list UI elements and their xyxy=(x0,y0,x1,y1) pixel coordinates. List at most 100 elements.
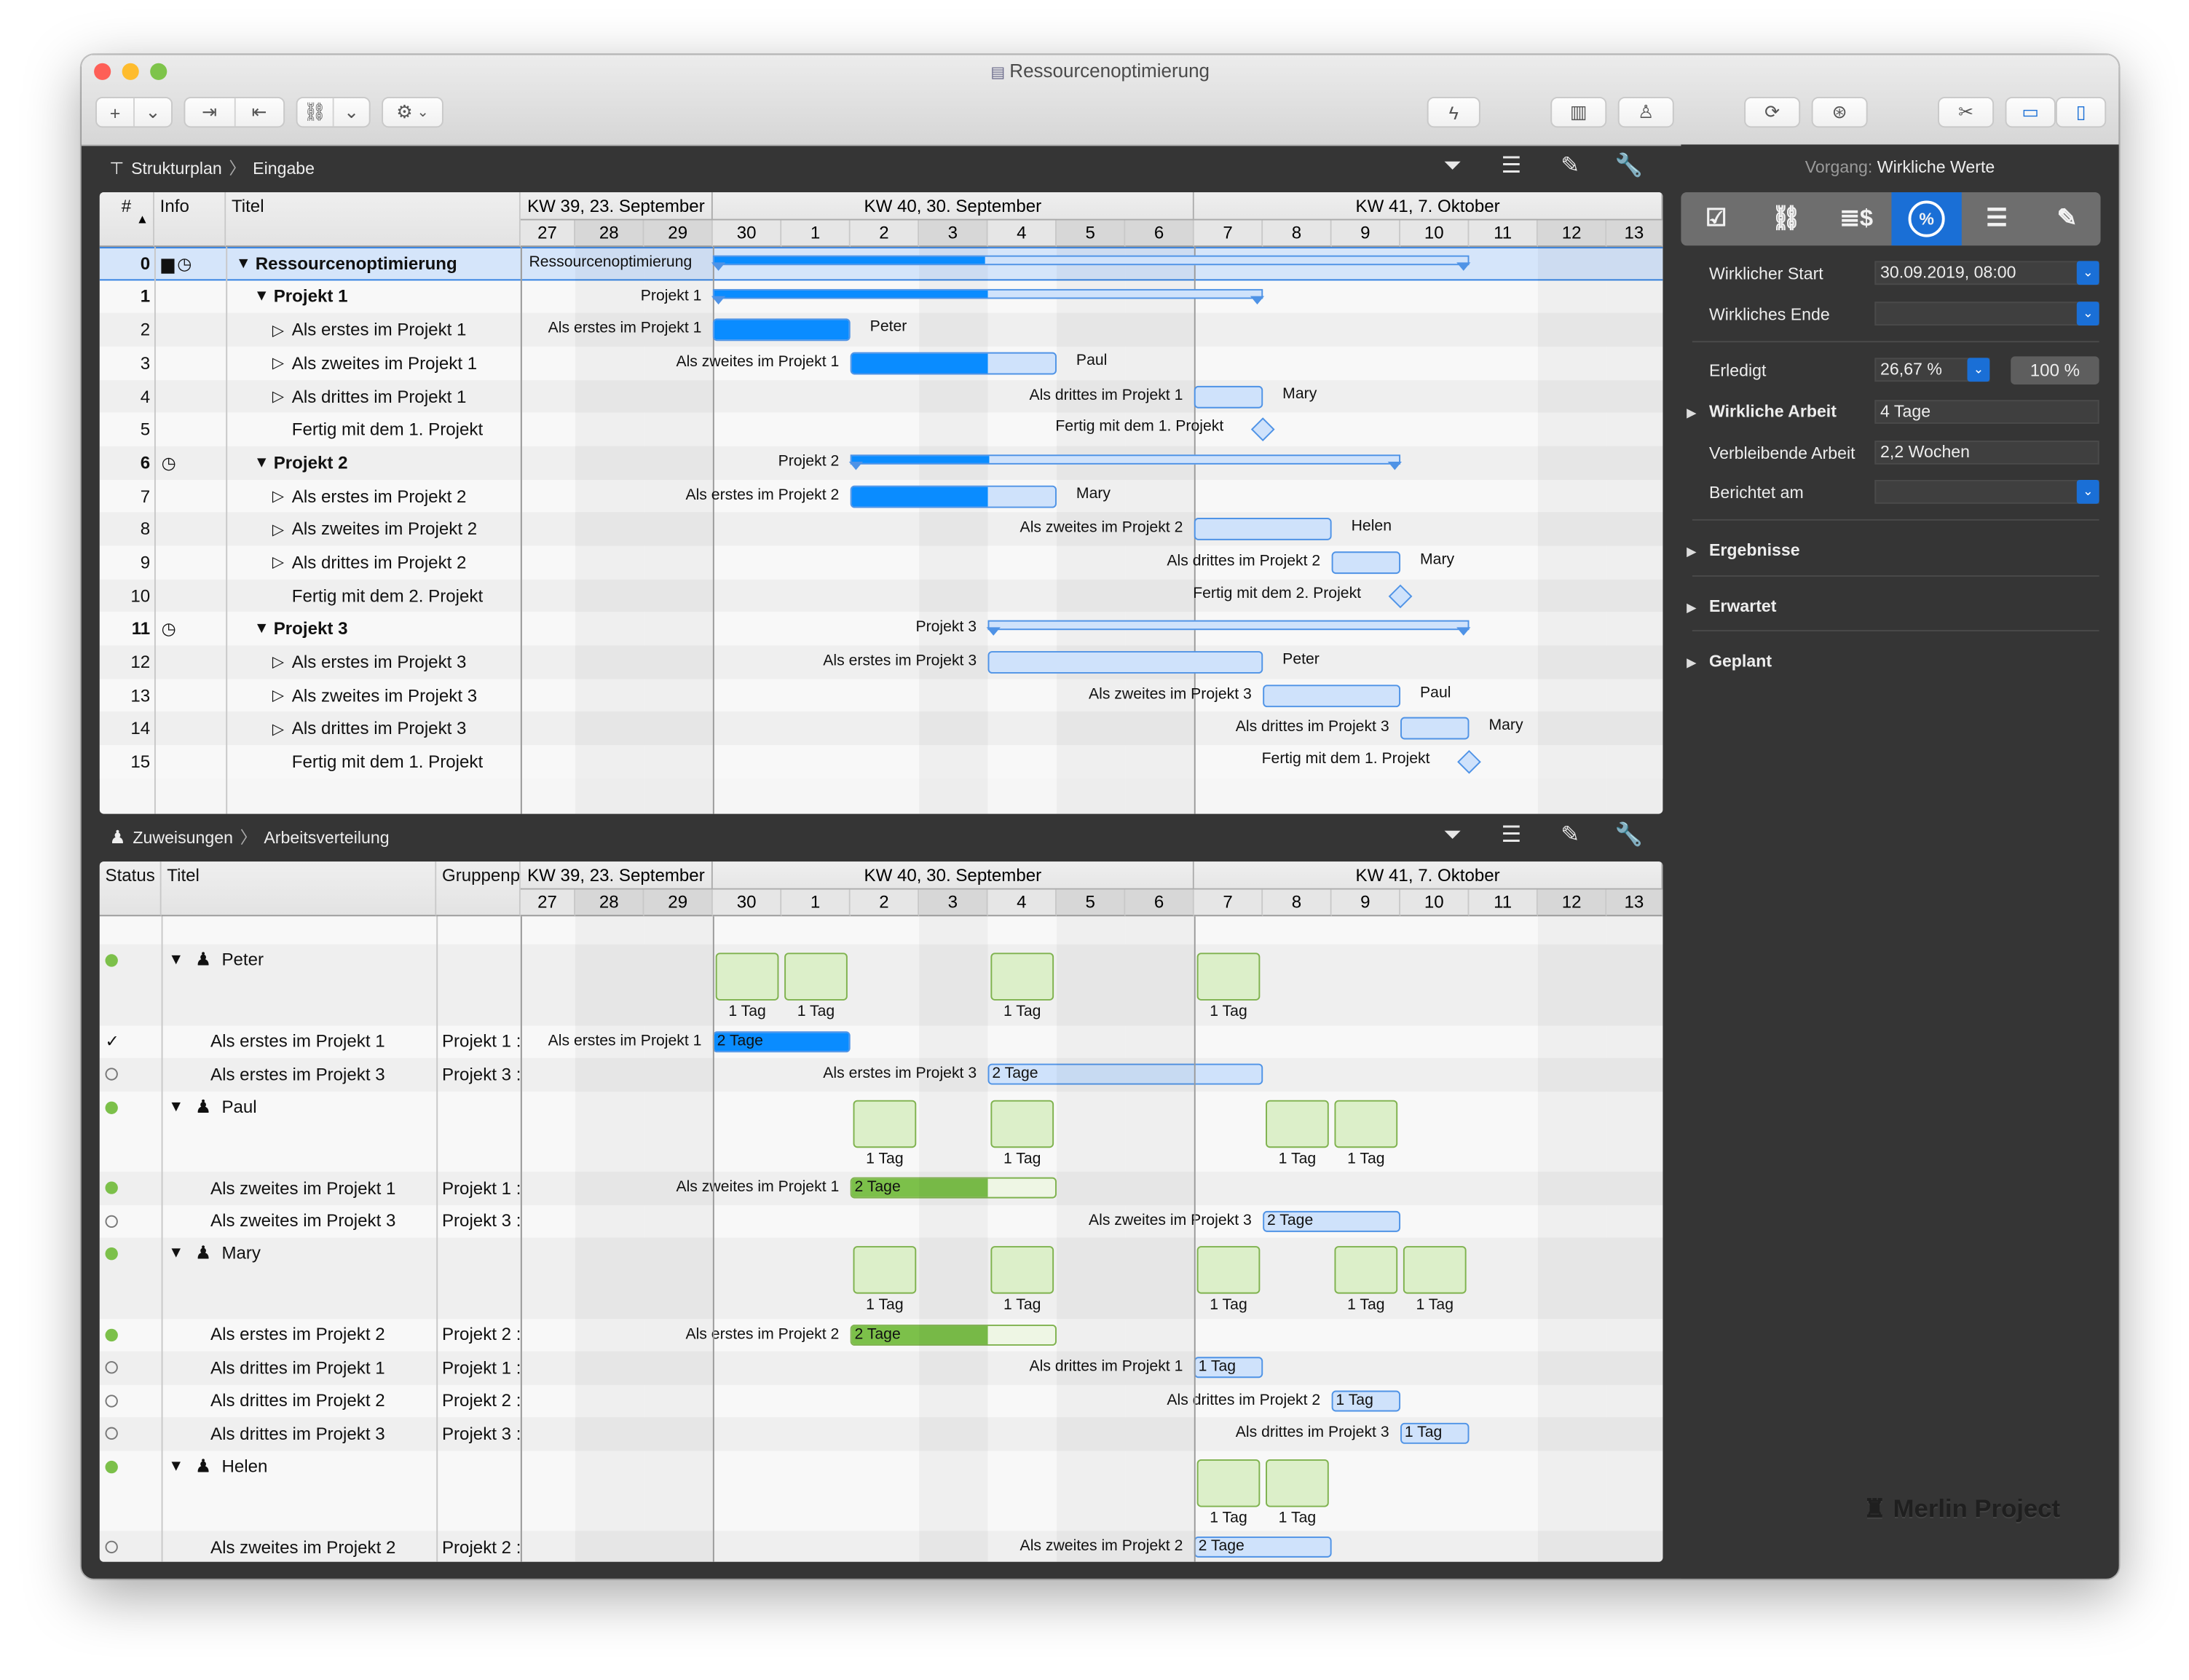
task-title[interactable]: Projekt 1 xyxy=(273,287,348,307)
assignment-title[interactable]: Als drittes im Projekt 1 xyxy=(210,1357,385,1378)
task-title[interactable]: Als drittes im Projekt 1 xyxy=(291,386,467,406)
task-title[interactable]: Als erstes im Projekt 1 xyxy=(291,320,467,340)
plan-row[interactable]: 6 ◷ ▼ Projekt 2 xyxy=(99,446,1663,480)
task-title[interactable]: Als drittes im Projekt 2 xyxy=(291,552,467,572)
library-button[interactable]: ▥ xyxy=(1550,96,1607,128)
link-button[interactable]: ⛓ xyxy=(298,98,334,127)
assignment-title[interactable]: Als drittes im Projekt 3 xyxy=(210,1424,385,1444)
summary-bar[interactable] xyxy=(850,454,1401,465)
assignment-title[interactable]: Als erstes im Projekt 2 xyxy=(210,1325,385,1345)
plan-row[interactable]: 9 ▷ Als drittes im Projekt 2 xyxy=(99,545,1663,580)
assignment-row[interactable]: Als drittes im Projekt 3 Projekt 3 : 1 Tag… xyxy=(99,1417,1663,1451)
task-bar[interactable] xyxy=(1400,717,1470,741)
assignment-bar[interactable]: 2 Tage xyxy=(1194,1536,1332,1558)
inspector-tab[interactable]: ✎ xyxy=(2032,192,2100,245)
workload-block[interactable] xyxy=(1266,1459,1329,1507)
workload-block[interactable] xyxy=(715,953,779,1001)
brush-icon[interactable]: ✎ xyxy=(1561,824,1580,848)
task-title[interactable]: Fertig mit dem 2. Projekt xyxy=(291,585,484,606)
assignment-bar[interactable]: 2 Tage xyxy=(850,1177,1057,1199)
workload-block[interactable] xyxy=(1196,953,1261,1001)
disclosure-closed-icon[interactable]: ▷ xyxy=(272,322,285,339)
column-header-title[interactable]: Titel xyxy=(226,192,521,248)
chevron-down-icon[interactable]: ⌄ xyxy=(2076,261,2099,285)
disclosure-open-icon[interactable]: ▼ xyxy=(168,1097,184,1115)
plan-row[interactable]: 8 ▷ Als zweites im Projekt 2 xyxy=(99,513,1663,546)
resource-group-row[interactable]: ▼ ♟ Mary 1 Tag 1 Tag 1 Tag 1 Tag 1 Tag xyxy=(99,1237,1663,1319)
resource-name[interactable]: Peter xyxy=(221,950,264,970)
disclosure-closed-icon[interactable]: ▷ xyxy=(272,720,285,738)
task-bar[interactable] xyxy=(1263,684,1401,707)
add-menu-button[interactable]: ⌄ xyxy=(135,98,171,127)
minimize-window-button[interactable] xyxy=(122,63,139,80)
zoom-window-button[interactable] xyxy=(150,63,167,80)
chevron-down-icon[interactable]: ⌄ xyxy=(1967,358,1990,382)
refresh-button[interactable]: ⟳ xyxy=(1744,96,1801,128)
resources-button[interactable]: ♙ xyxy=(1617,96,1674,128)
align-icon[interactable]: ☰ xyxy=(1501,154,1522,178)
lightning-button[interactable]: ϟ xyxy=(1427,96,1480,128)
breadcrumb-item[interactable]: Arbeitsverteilung xyxy=(264,827,390,847)
workload-block[interactable] xyxy=(990,1099,1054,1148)
column-header-group[interactable]: Gruppenp xyxy=(436,861,521,917)
task-bar[interactable] xyxy=(987,651,1263,674)
assignment-title[interactable]: Als zweites im Projekt 2 xyxy=(210,1537,396,1558)
task-title[interactable]: Fertig mit dem 1. Projekt xyxy=(291,419,484,440)
section-erwartet[interactable]: Erwartet xyxy=(1708,596,1777,616)
workload-block[interactable] xyxy=(1196,1246,1261,1294)
compass-button[interactable]: ⊛ xyxy=(1811,96,1868,128)
assignment-title[interactable]: Als erstes im Projekt 1 xyxy=(210,1031,385,1052)
inspector-tab[interactable]: ⛓ xyxy=(1751,192,1821,245)
workload-block[interactable] xyxy=(853,1246,917,1294)
assignment-title[interactable]: Als zweites im Projekt 1 xyxy=(210,1178,396,1199)
disclosure-closed-icon[interactable]: ▷ xyxy=(272,488,285,505)
task-title[interactable]: Als zweites im Projekt 3 xyxy=(291,685,478,706)
task-bar[interactable] xyxy=(1331,551,1401,575)
done-100-button[interactable]: 100 % xyxy=(2011,356,2099,384)
plan-row[interactable]: 10 Fertig mit dem 2. Projekt xyxy=(99,579,1663,612)
resource-group-row[interactable]: ▼ ♟ Peter 1 Tag 1 Tag 1 Tag 1 Tag xyxy=(99,944,1663,1025)
inspector-tab[interactable]: % xyxy=(1891,192,1962,246)
disclosure-open-icon[interactable]: ▼ xyxy=(235,255,251,272)
chevron-down-icon[interactable]: ⌄ xyxy=(2076,479,2099,504)
workload-block[interactable] xyxy=(990,953,1054,1001)
sort-ascending-icon[interactable]: ▲ xyxy=(135,211,149,226)
actual-end-field[interactable]: ⌄ xyxy=(1874,301,2099,326)
close-window-button[interactable] xyxy=(94,63,111,80)
filter-icon[interactable]: ⏷ xyxy=(1443,824,1462,848)
assignment-row[interactable]: Als zweites im Projekt 3 Projekt 3 : 2 Tag… xyxy=(99,1204,1663,1238)
task-bar[interactable] xyxy=(712,319,851,342)
resource-name[interactable]: Mary xyxy=(221,1243,261,1263)
disclosure-triangle-icon[interactable]: ▶ xyxy=(1687,600,1697,615)
section-ergebnisse[interactable]: Ergebnisse xyxy=(1708,540,1800,560)
assignment-bar[interactable]: 2 Tage xyxy=(1263,1210,1401,1231)
disclosure-triangle-icon[interactable]: ▶ xyxy=(1687,655,1697,670)
plan-row[interactable]: 15 Fertig mit dem 1. Projekt xyxy=(99,745,1663,778)
assignment-row[interactable]: Als zweites im Projekt 1 Projekt 1 : 2 Tag… xyxy=(99,1171,1663,1205)
column-header-info[interactable]: Info xyxy=(154,192,226,248)
assignment-row[interactable]: Als zweites im Projekt 2 Projekt 2 : 2 Tag… xyxy=(99,1531,1663,1562)
disclosure-closed-icon[interactable]: ▷ xyxy=(272,654,285,671)
disclosure-closed-icon[interactable]: ▷ xyxy=(272,554,285,572)
assignment-row[interactable]: ✓ Als erstes im Projekt 1 Projekt 1 : 2 Tag… xyxy=(99,1025,1663,1058)
column-header-title[interactable]: Titel xyxy=(161,861,437,917)
align-icon[interactable]: ☰ xyxy=(1501,824,1522,848)
task-title[interactable]: Als zweites im Projekt 2 xyxy=(291,519,478,540)
assignment-title[interactable]: Als zweites im Projekt 3 xyxy=(210,1211,396,1231)
summary-bar[interactable] xyxy=(987,620,1470,631)
breadcrumb-item[interactable]: Eingabe xyxy=(253,157,315,178)
actual-work-field[interactable]: 4 Tage xyxy=(1874,400,2099,424)
disclosure-closed-icon[interactable]: ▷ xyxy=(272,388,285,406)
task-bar[interactable] xyxy=(850,352,1057,375)
breadcrumb-item[interactable]: Strukturplan xyxy=(131,157,222,178)
resource-group-row[interactable]: ▼ ♟ Helen 1 Tag 1 Tag xyxy=(99,1450,1663,1531)
actual-work-label[interactable]: Wirkliche Arbeit xyxy=(1708,401,1837,422)
assignment-bar[interactable]: 2 Tage xyxy=(850,1324,1057,1345)
task-title[interactable]: Als zweites im Projekt 1 xyxy=(291,353,478,374)
done-field[interactable]: 26,67 % ⌄ xyxy=(1874,358,1990,382)
wrench-icon[interactable]: 🔧 xyxy=(1614,824,1644,848)
summary-bar[interactable] xyxy=(712,288,1263,299)
disclosure-open-icon[interactable]: ▼ xyxy=(253,454,269,472)
workload-block[interactable] xyxy=(784,953,848,1001)
disclosure-closed-icon[interactable]: ▷ xyxy=(272,521,285,539)
